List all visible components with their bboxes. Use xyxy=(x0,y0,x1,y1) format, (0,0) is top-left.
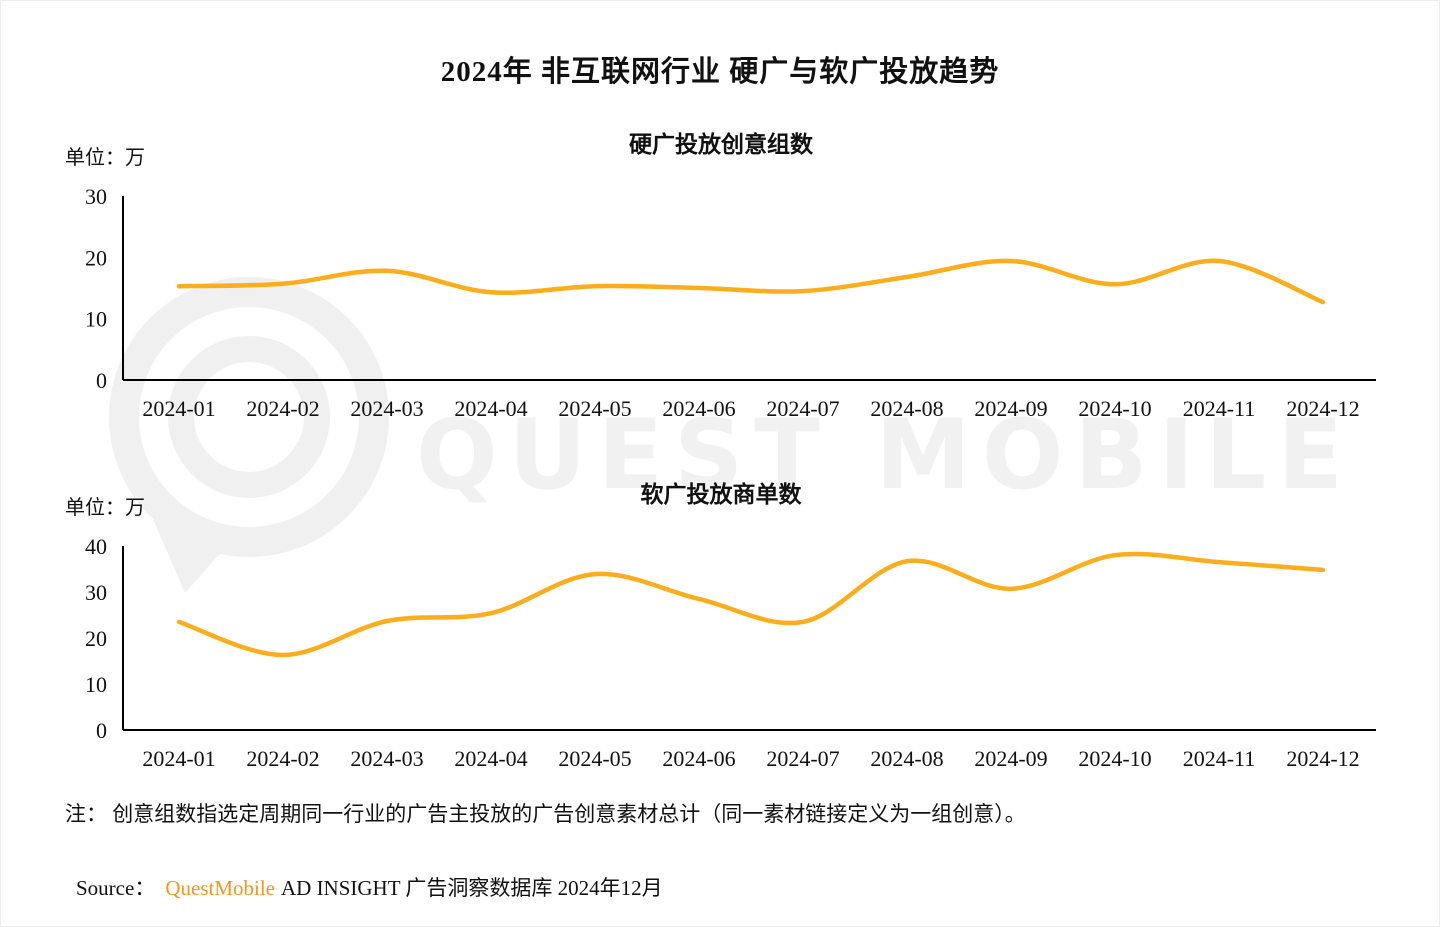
x-tick-label: 2024-12 xyxy=(1286,396,1359,421)
y-tick-label: 0 xyxy=(96,368,107,393)
source-line: Source： QuestMobile AD INSIGHT 广告洞察数据库 202… xyxy=(76,872,663,902)
y-tick-label: 10 xyxy=(85,307,107,332)
trend-line xyxy=(176,551,1326,658)
x-tick-label: 2024-02 xyxy=(246,396,319,421)
x-tick-label: 2024-04 xyxy=(454,746,527,771)
questmobile-logo-icon xyxy=(109,277,389,593)
x-tick-label: 2024-07 xyxy=(766,746,839,771)
x-tick-label: 2024-01 xyxy=(142,746,215,771)
y-tick-label: 0 xyxy=(96,718,107,743)
soft-ads-line-chart: 0 10 20 30 40 2024-01 2024-02 2024-03 2024-04 202… xyxy=(85,534,1376,771)
chart-hard-ads: 硬广投放创意组数 单位：万 0 10 20 30 2024-01 2024-02 2024-… xyxy=(1,125,1440,421)
y-tick-label: 20 xyxy=(85,245,107,270)
x-tick-label: 2024-04 xyxy=(454,396,527,421)
source-suffix: AD INSIGHT 广告洞察数据库 2024年12月 xyxy=(280,876,663,900)
x-tick-label: 2024-02 xyxy=(246,746,319,771)
footnote: 注： 创意组数指选定周期同一行业的广告主投放的广告创意素材总计（同一素材链接定义… xyxy=(65,802,1026,826)
y-tick-label: 20 xyxy=(85,626,107,651)
x-tick-label: 2024-09 xyxy=(974,746,1047,771)
y-tick-label: 30 xyxy=(85,184,107,209)
x-tick-label: 2024-06 xyxy=(662,746,735,771)
x-tick-label: 2024-01 xyxy=(142,396,215,421)
x-tick-label: 2024-03 xyxy=(350,746,423,771)
chart-soft-ads: 软广投放商单数 单位：万 0 10 20 30 40 2024-01 2024-02 2024… xyxy=(1,475,1440,771)
x-tick-label: 2024-11 xyxy=(1183,746,1256,771)
y-tick-label: 10 xyxy=(85,672,107,697)
y-tick-label: 30 xyxy=(85,580,107,605)
x-tick-label: 2024-08 xyxy=(870,746,943,771)
x-tick-label: 2024-10 xyxy=(1078,746,1151,771)
x-tick-label: 2024-08 xyxy=(870,396,943,421)
y-tick-label: 40 xyxy=(85,534,107,559)
page-title: 2024年 非互联网行业 硬广与软广投放趋势 xyxy=(440,56,1000,88)
unit-label-soft-ads: 单位：万 xyxy=(65,497,145,519)
x-tick-label: 2024-11 xyxy=(1183,396,1256,421)
x-tick-label: 2024-12 xyxy=(1286,746,1359,771)
x-tick-label: 2024-07 xyxy=(766,396,839,421)
unit-label-hard-ads: 单位：万 xyxy=(65,147,145,169)
source-brand: QuestMobile xyxy=(165,876,275,900)
x-tick-label: 2024-03 xyxy=(350,396,423,421)
watermark-text: QUEST MOBILE xyxy=(416,399,1354,511)
x-tick-label: 2024-06 xyxy=(662,396,735,421)
x-tick-label: 2024-10 xyxy=(1078,396,1151,421)
x-tick-label: 2024-09 xyxy=(974,396,1047,421)
x-tick-label: 2024-05 xyxy=(558,396,631,421)
hard-ads-line-chart: 0 10 20 30 2024-01 2024-02 2024-03 2024-04 2024-… xyxy=(85,184,1376,421)
x-tick-label: 2024-05 xyxy=(558,746,631,771)
chart-subtitle-hard-ads: 硬广投放创意组数 xyxy=(629,132,813,157)
source-prefix: Source： xyxy=(76,876,156,900)
chart-subtitle-soft-ads: 软广投放商单数 xyxy=(640,482,802,507)
trend-line xyxy=(176,258,1326,305)
